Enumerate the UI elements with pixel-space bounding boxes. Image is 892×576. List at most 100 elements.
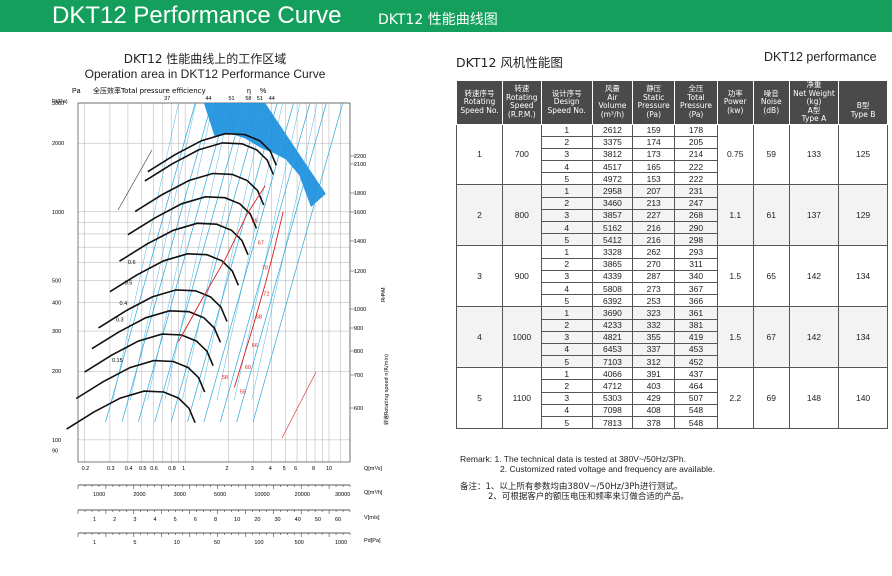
system-line [164,102,231,400]
efficiency-line [252,102,344,422]
y-tick-label: 90 [52,448,58,454]
system-line [130,102,197,400]
x-tick-label: 6 [294,466,297,472]
cell-static: 174 [632,135,676,149]
aux-tick-label: 60 [335,517,341,523]
cell-volume: 4339 [591,269,634,283]
aux-tick-label: 30 [275,517,281,523]
cell-total: 205 [674,135,718,149]
cell-static: 323 [632,306,676,320]
cell-total: 214 [674,147,718,162]
table-row: 4 4517 165 222 [457,160,888,174]
cell-volume: 3328 [591,245,634,259]
aux-tick-label: 2000 [133,492,145,498]
efficiency-line [236,102,327,422]
system-line [147,102,214,400]
red-efficiency-label: 60 [245,365,251,371]
cell-rpm: 1000 [502,306,542,369]
x-tick-label: 8 [312,466,315,472]
y-tick-label: 300 [52,329,61,335]
cell-static: 337 [632,342,676,357]
cell-design-no: 4 [540,403,593,418]
table-row: 3 3857 227 268 [457,208,888,223]
x-tick-label: 3 [251,466,254,472]
speed-label: 2100 [354,162,366,168]
remark-zh-1: 备注：1、以上所有参数均由380V~/50Hz/3Ph进行测试。 [460,482,683,492]
x-tick-label: 4 [269,466,272,472]
cell-speed-no: 2 [455,184,504,247]
x-tick-label: 5 [283,466,286,472]
cell-total: 247 [674,196,718,210]
cell-speed-no: 3 [455,245,504,308]
red-efficiency-label: 70 [262,265,268,271]
cell-design-no: 1 [540,245,593,259]
cell-volume: 4972 [591,172,634,186]
cell-static: 287 [632,269,676,283]
cell-static: 355 [632,330,676,344]
red-efficiency-label: 67 [258,240,264,246]
speed-label: 1200 [354,269,366,275]
table-row: 2 4233 332 381 [457,318,888,332]
cell-design-no: 3 [540,269,593,283]
chart-title-zh: DKT12 性能曲线上的工作区域 [123,52,287,66]
cell-volume: 3375 [591,135,634,149]
cell-weight-b: 125 [838,123,888,186]
cell-total: 507 [674,391,718,405]
system-line [182,102,249,400]
cell-static: 262 [632,245,676,259]
aux-axis-label: V[m/s] [364,515,380,521]
title-banner: DKT12 Performance Curve DKT12 性能曲线图 [0,0,892,32]
operating-area [203,103,326,207]
aux-tick-label: 10000 [254,492,269,498]
rpm-curve-1000 [98,289,228,329]
red-efficiency-line [178,185,266,342]
x-tick-label: 2 [225,466,228,472]
cell-volume: 3690 [591,306,634,320]
cell-static: 403 [632,379,676,393]
red-efficiency-label: 72 [263,291,269,297]
system-line [112,102,179,400]
cell-design-no: 4 [540,281,593,296]
banner-subtitle: DKT12 性能曲线图 [378,12,498,28]
chart-title-en: Operation area in DKT12 Performance Curv… [84,67,326,81]
remark-en-1: Remark: 1. The technical data is tested … [460,454,686,464]
cell-static: 153 [632,172,676,186]
cell-weight-b: 134 [838,306,888,369]
rpm-curve-900 [91,309,222,350]
cell-total: 419 [674,330,718,344]
efficiency-top-label: 44 [205,96,211,102]
efficiency-top-label: 44 [269,96,275,102]
cell-total: 366 [674,294,718,308]
header-static: 静压 Static Pressure (Pa) [632,80,676,125]
eta-symbol: η [247,88,251,95]
header-weight-b: B型 Type B [838,80,888,125]
aux-tick-label: 20 [254,517,260,523]
cell-volume: 3460 [591,196,634,210]
remarks: Remark: 1. The technical data is tested … [460,454,715,502]
table-row: 2 3460 213 247 [457,196,888,210]
speed-label: 1400 [354,239,366,245]
cell-volume: 3865 [591,257,634,271]
x-tick-label: 10 [326,466,332,472]
header-speed-no: 转速序号 Rotating Speed No. [455,80,504,125]
aux-tick-label: 1 [93,517,96,523]
table-row: 5 6392 253 366 [457,294,888,308]
cell-rpm: 1100 [502,367,542,430]
aux-tick-label: 1 [93,540,96,546]
cell-design-no: 1 [540,306,593,320]
table-row: 2 4712 403 464 [457,379,888,393]
speed-label: 600 [354,406,363,412]
header-noise: 噪音 Noise (dB) [752,80,790,125]
cell-design-no: 4 [540,220,593,235]
efficiency-line [203,102,294,422]
cell-static: 173 [632,147,676,162]
cell-total: 381 [674,318,718,332]
cell-design-no: 3 [540,391,593,405]
x-tick-label: 0.3 [107,466,115,472]
cell-noise: 65 [752,245,790,308]
header-total: 全压 Total Pressure (Pa) [674,80,718,125]
x-axis-label: Q[m³/s] [364,466,382,472]
aux-tick-label: 1000 [335,540,347,546]
y-tick-label: 3000 [52,101,64,107]
cell-volume: 4821 [591,330,634,344]
